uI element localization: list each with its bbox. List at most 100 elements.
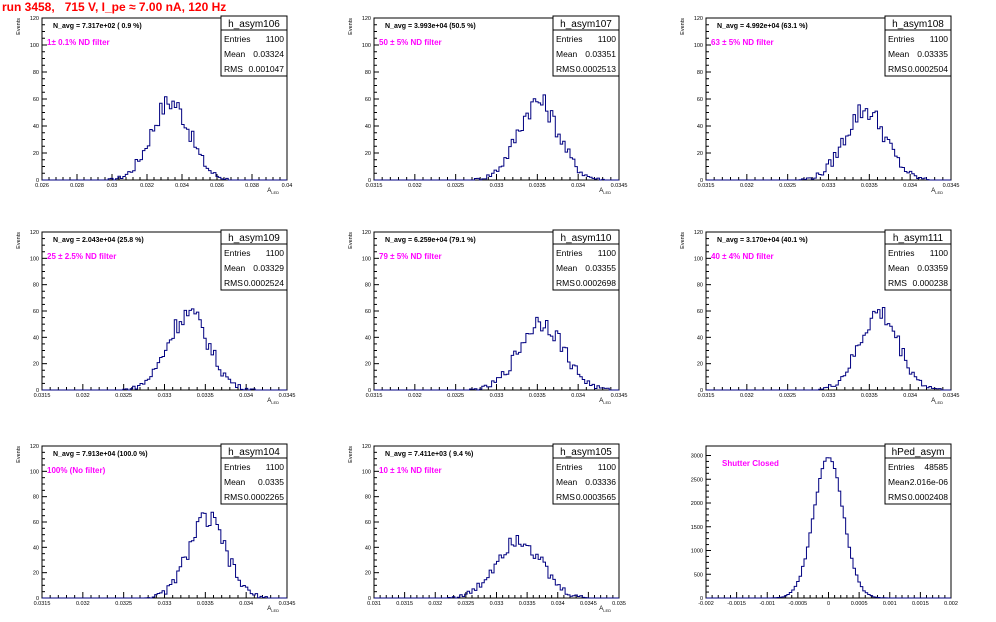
y-tick-label: 60 bbox=[365, 520, 371, 526]
y-tick-label: 0 bbox=[368, 596, 371, 602]
x-tick-label: -0.0005 bbox=[789, 601, 808, 607]
histogram-bars bbox=[374, 94, 619, 181]
x-tick-label: 0.0005 bbox=[851, 601, 868, 607]
x-tick-label: 0.04 bbox=[282, 183, 293, 189]
y-tick-label: 60 bbox=[365, 97, 371, 103]
x-tick-label: 0.0335 bbox=[861, 393, 878, 399]
y-axis-label: Events bbox=[16, 232, 22, 249]
x-tick-label: 0.0345 bbox=[580, 601, 597, 607]
stats-label: RMS bbox=[556, 492, 575, 502]
histogram-panel-h_asym108: 0 20 40 60 80 100 120 0.0315 0.032 0.0325 0.033 0.0… bbox=[680, 15, 960, 195]
y-tick-label: 0 bbox=[36, 596, 39, 602]
x-axis-label: ALED bbox=[931, 188, 943, 195]
stats-box bbox=[884, 29, 952, 77]
y-tick-label: 0 bbox=[700, 596, 703, 602]
histogram-bars bbox=[42, 511, 287, 599]
stats-value: 1100 bbox=[598, 248, 617, 258]
navg-label: N_avg = 3.170e+04 (40.1 %) bbox=[717, 237, 808, 244]
y-tick-label: 1000 bbox=[691, 549, 703, 555]
histogram-panel-hPed_asym: 0 500 1000 1500 2000 2500 3000 -0.002 -0.0015 -0.… bbox=[691, 443, 958, 607]
stats-label: RMS bbox=[224, 64, 243, 74]
y-tick-label: 120 bbox=[694, 230, 703, 236]
y-tick-label: 60 bbox=[33, 309, 39, 315]
x-tick-label: 0.0315 bbox=[34, 601, 51, 607]
y-tick-label: 20 bbox=[365, 362, 371, 368]
stats-box bbox=[552, 457, 620, 505]
y-tick-label: 100 bbox=[694, 256, 703, 262]
x-tick-label: 0.033 bbox=[490, 393, 504, 399]
y-tick-label: 2500 bbox=[691, 477, 703, 483]
y-tick-label: 120 bbox=[30, 444, 39, 450]
y-tick-label: 20 bbox=[33, 151, 39, 157]
stats-label: RMS bbox=[888, 64, 907, 74]
histogram-bars bbox=[42, 308, 287, 391]
x-tick-label: 0.0315 bbox=[396, 601, 413, 607]
stats-value: 0.0002698 bbox=[576, 278, 616, 288]
stats-value: 0.03324 bbox=[253, 49, 284, 59]
navg-label: N_avg = 7.913e+04 (100.0 %) bbox=[53, 451, 148, 458]
y-tick-label: 80 bbox=[365, 70, 371, 76]
navg-label: N_avg = 2.043e+04 (25.8 %) bbox=[53, 237, 144, 244]
histogram-name: h_asym108 bbox=[892, 19, 944, 30]
stats-box bbox=[552, 29, 620, 77]
histogram-name: h_asym110 bbox=[561, 233, 612, 244]
y-axis-label: Events bbox=[680, 18, 686, 35]
stats-label: Mean bbox=[224, 49, 246, 59]
y-tick-label: 120 bbox=[694, 16, 703, 22]
x-tick-label: 0.0315 bbox=[698, 183, 715, 189]
stats-label: Entries bbox=[556, 34, 582, 44]
y-tick-label: 120 bbox=[30, 16, 39, 22]
x-tick-label: 0.03 bbox=[107, 183, 118, 189]
stats-value: 0.001047 bbox=[249, 64, 285, 74]
x-tick-label: 0.035 bbox=[612, 601, 626, 607]
x-axis-label: ALED bbox=[267, 606, 279, 613]
y-tick-label: 40 bbox=[697, 335, 703, 341]
x-tick-label: 0.0325 bbox=[115, 601, 132, 607]
y-tick-label: 40 bbox=[33, 335, 39, 341]
x-tick-label: 0.034 bbox=[551, 601, 565, 607]
y-tick-label: 20 bbox=[697, 151, 703, 157]
x-tick-label: 0.032 bbox=[408, 183, 422, 189]
y-axis-label: Events bbox=[16, 446, 22, 463]
x-tick-label: 0.0345 bbox=[943, 393, 960, 399]
y-tick-label: 20 bbox=[365, 151, 371, 157]
histogram-bars bbox=[706, 307, 951, 391]
stats-label: Entries bbox=[888, 34, 914, 44]
x-tick-label: 0.034 bbox=[571, 393, 585, 399]
stats-box bbox=[220, 29, 288, 77]
x-tick-label: 0.0345 bbox=[279, 393, 296, 399]
y-tick-label: 100 bbox=[694, 43, 703, 49]
y-axis-label: Events bbox=[680, 232, 686, 249]
stats-label: Mean bbox=[888, 263, 910, 273]
x-tick-label: 0.0345 bbox=[943, 183, 960, 189]
x-tick-label: 0.033 bbox=[822, 183, 836, 189]
x-tick-label: 0.0315 bbox=[34, 393, 51, 399]
stats-label: Entries bbox=[888, 248, 914, 258]
stats-label: RMS bbox=[888, 492, 907, 502]
x-tick-label: 0.0325 bbox=[447, 393, 464, 399]
stats-value: 1100 bbox=[266, 34, 285, 44]
y-tick-label: 80 bbox=[33, 70, 39, 76]
y-tick-label: 0 bbox=[36, 388, 39, 394]
stats-label: Entries bbox=[556, 248, 582, 258]
x-axis-label: ALED bbox=[599, 188, 611, 195]
y-tick-label: 1500 bbox=[691, 525, 703, 531]
y-tick-label: 100 bbox=[30, 43, 39, 49]
stats-value: 0.03329 bbox=[253, 263, 284, 273]
x-tick-label: 0.033 bbox=[158, 393, 172, 399]
x-tick-label: 0.0315 bbox=[366, 393, 383, 399]
y-tick-label: 20 bbox=[697, 362, 703, 368]
y-axis-label: Events bbox=[348, 232, 354, 249]
filter-label: 100% (No filter) bbox=[47, 466, 106, 475]
run-title: run 3458, 715 V, I_pe ≈ 7.00 nA, 120 Hz bbox=[2, 0, 227, 14]
y-tick-label: 40 bbox=[33, 545, 39, 551]
y-tick-label: 60 bbox=[33, 520, 39, 526]
x-tick-label: 0.033 bbox=[490, 183, 504, 189]
y-tick-label: 0 bbox=[368, 178, 371, 184]
x-tick-label: 0.0345 bbox=[611, 183, 628, 189]
y-tick-label: 60 bbox=[365, 309, 371, 315]
y-tick-label: 60 bbox=[697, 97, 703, 103]
x-tick-label: -0.002 bbox=[698, 601, 714, 607]
filter-label: 10 ± 1% ND filter bbox=[379, 466, 442, 475]
y-tick-label: 80 bbox=[697, 283, 703, 289]
